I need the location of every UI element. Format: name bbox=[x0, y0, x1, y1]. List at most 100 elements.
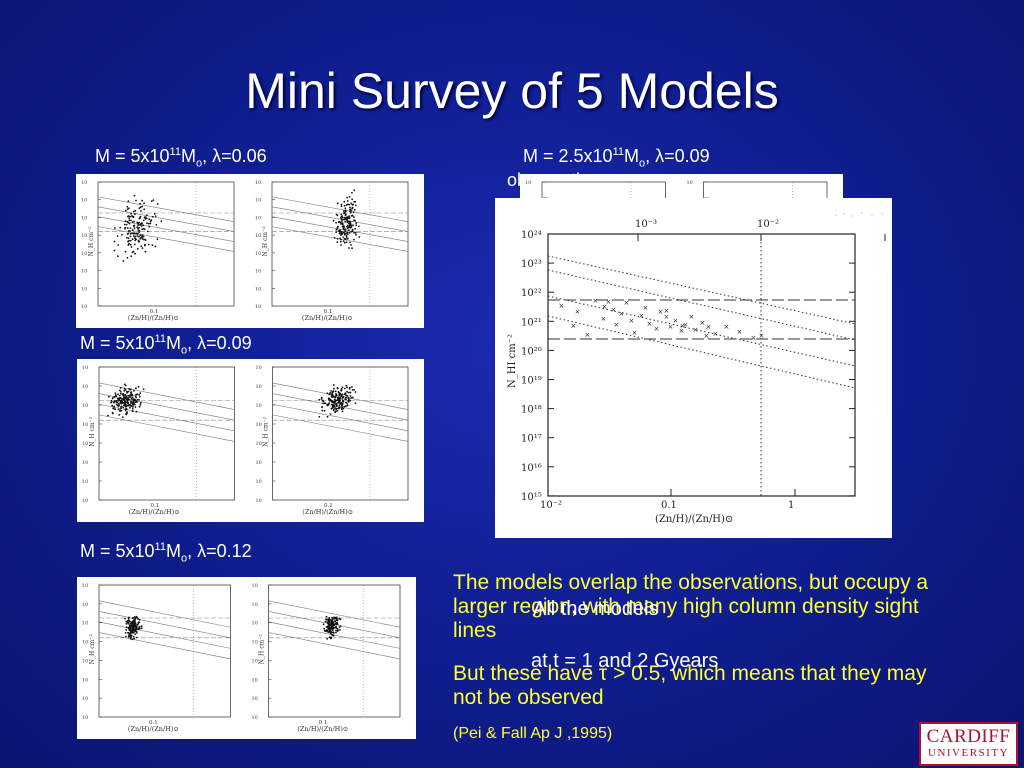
model-point bbox=[134, 617, 136, 619]
model-point bbox=[340, 215, 343, 218]
model-point bbox=[138, 226, 140, 229]
model-point bbox=[114, 395, 117, 398]
obs-data-points: ××××××××××××××××××××××××××× ××××× ×××× bbox=[559, 297, 765, 342]
model-point bbox=[130, 636, 132, 639]
model-point bbox=[144, 238, 146, 241]
subplot-x-tick-label: 0.1 bbox=[324, 503, 333, 509]
subplot-y-tick-label: 10 bbox=[82, 422, 88, 428]
subplot-y-axis-label: N_H cm⁻² bbox=[88, 226, 95, 257]
subplot-diagonal bbox=[98, 632, 231, 660]
model-point bbox=[139, 202, 141, 205]
model-point bbox=[333, 398, 336, 401]
subplot-y-tick-label: 10 bbox=[82, 677, 88, 683]
model-point bbox=[344, 218, 347, 221]
model-point bbox=[142, 388, 145, 391]
model-point bbox=[126, 233, 129, 235]
model-plot-panel-1: 10 10 10 10 10 10 10 10 (Zn/H)/(Zn/H)⊙ N_H cm⁻² 0.… bbox=[76, 174, 424, 328]
subplot-y-tick-label: 10 bbox=[81, 286, 87, 292]
model-point bbox=[150, 200, 153, 202]
model-point bbox=[355, 222, 358, 224]
observations-plot: ××××××××××××××××××××××××××× ××××× ×××× 10⁻… bbox=[507, 219, 886, 525]
model-point bbox=[322, 623, 325, 626]
model-point bbox=[132, 235, 135, 237]
model-point bbox=[136, 401, 138, 403]
model-point bbox=[138, 618, 141, 621]
model-point bbox=[138, 394, 141, 396]
model-point bbox=[125, 635, 127, 638]
subplot-frame bbox=[703, 181, 828, 204]
subplot-x-axis-label: (Zn/H)/(Zn/H)⊙ bbox=[128, 314, 179, 322]
model-point bbox=[134, 406, 137, 408]
obs-data-point: × bbox=[606, 298, 612, 306]
obs-bottom-tick-1: 10⁻² bbox=[540, 500, 562, 511]
model-point bbox=[343, 212, 346, 215]
model-point bbox=[341, 218, 343, 221]
subplot-y-tick-label: 10 bbox=[82, 498, 88, 504]
model-point bbox=[117, 393, 119, 396]
model-plot-panel-3: 10 10 10 10 10 10 10 10 (Zn/H)/(Zn/H)⊙ N_H cm⁻² 0.… bbox=[77, 359, 424, 522]
model-point bbox=[340, 238, 342, 241]
model-point bbox=[346, 196, 348, 199]
subplot-frame bbox=[268, 584, 401, 718]
model-point bbox=[330, 631, 333, 633]
model-point bbox=[116, 404, 119, 407]
model-point bbox=[134, 395, 137, 397]
model-point bbox=[138, 399, 140, 401]
subplot-y-tick-label: 10 bbox=[256, 498, 262, 504]
model-point bbox=[348, 224, 351, 226]
obs-data-point: × bbox=[680, 322, 686, 330]
subplot-y-tick-label: 10 bbox=[252, 696, 258, 702]
subplot-y-tick-label: 10 bbox=[82, 479, 88, 485]
subplot-y-tick-label: 10 bbox=[255, 304, 261, 310]
subplot-diagonal bbox=[98, 621, 231, 649]
model-point bbox=[332, 405, 334, 408]
model-point bbox=[335, 393, 337, 395]
model-point bbox=[127, 401, 129, 404]
model-point bbox=[127, 632, 130, 634]
obs-x-axis-label: (Zn/H)/(Zn/H)⊙ bbox=[655, 514, 733, 525]
model-point bbox=[332, 409, 335, 412]
subplot-diagonal bbox=[97, 196, 235, 222]
model-point bbox=[128, 219, 131, 222]
obs-tick-marks bbox=[547, 233, 886, 497]
model-point bbox=[343, 218, 345, 221]
obs-data-point: × bbox=[571, 322, 577, 330]
subplot-y-tick-label: 10 bbox=[82, 460, 88, 466]
model-point bbox=[125, 408, 128, 411]
model-point bbox=[118, 398, 121, 400]
model-point bbox=[111, 404, 114, 407]
model-point bbox=[329, 632, 332, 635]
model-label-3: M = 5x1011Mo, λ=0.09 bbox=[80, 333, 252, 357]
obs-dotted-line bbox=[547, 315, 856, 389]
model-point bbox=[344, 405, 347, 407]
model-point bbox=[328, 624, 330, 627]
model-point bbox=[140, 210, 142, 212]
obs-data-point: × bbox=[668, 323, 674, 331]
model-point bbox=[346, 221, 349, 224]
subplot-frame bbox=[272, 366, 409, 501]
model-point bbox=[121, 400, 124, 403]
model-point bbox=[134, 252, 136, 255]
subplot-y-axis-label: N_H cm⁻² bbox=[259, 634, 266, 665]
model-point bbox=[331, 403, 334, 406]
model-point bbox=[146, 222, 148, 224]
model-point bbox=[125, 629, 128, 631]
model-point bbox=[134, 235, 137, 238]
model-point bbox=[155, 223, 158, 226]
model-point bbox=[327, 403, 330, 406]
subplot-y-tick-label: 10 bbox=[525, 180, 531, 186]
model-point bbox=[139, 401, 142, 404]
model-point bbox=[341, 393, 344, 396]
overlap-text-1: All the models bbox=[533, 598, 659, 620]
model-point bbox=[140, 225, 143, 227]
model-point bbox=[154, 245, 157, 248]
obs-data-point: × bbox=[704, 332, 710, 340]
model-point bbox=[323, 410, 326, 412]
model-point bbox=[117, 408, 120, 411]
model-point bbox=[143, 244, 146, 247]
model-point bbox=[114, 227, 116, 229]
slide-title: Mini Survey of 5 Models bbox=[245, 63, 779, 119]
obs-bottom-tick-2: 0.1 bbox=[661, 500, 677, 511]
model-point bbox=[343, 241, 346, 244]
model-point bbox=[142, 219, 145, 222]
